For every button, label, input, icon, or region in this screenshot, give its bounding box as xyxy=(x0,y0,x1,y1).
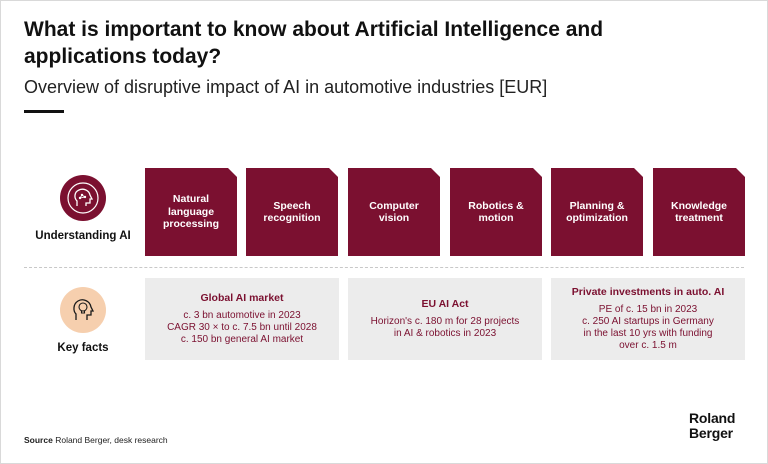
fact-title: Global AI market xyxy=(200,292,284,304)
tile-speech-recognition: Speech recognition xyxy=(246,168,338,256)
tile-computer-vision: Computer vision xyxy=(348,168,440,256)
title-underline xyxy=(24,110,64,113)
tile-planning-optimization: Planning & optimization xyxy=(551,168,643,256)
fact-line: c. 3 bn automotive in 2023 xyxy=(183,310,301,321)
fact-line: CAGR 30 × to c. 7.5 bn until 2028 xyxy=(167,322,317,333)
fact-card-private-investments: Private investments in auto. AI PE of c.… xyxy=(551,278,745,360)
fact-line: in AI & robotics in 2023 xyxy=(393,328,497,339)
logo-line-2: Berger xyxy=(689,425,733,441)
fact-line: PE of c. 15 bn in 2023 xyxy=(598,304,698,315)
tile-knowledge-treatment: Knowledge treatment xyxy=(653,168,745,256)
lightbulb-head-icon xyxy=(60,287,106,333)
row-label-understanding-ai: Understanding AI xyxy=(35,230,131,242)
fact-title: EU AI Act xyxy=(421,298,469,310)
fact-card-eu-ai-act: EU AI Act Horizon's c. 180 m for 28 proj… xyxy=(348,278,542,360)
fact-line: over c. 1.5 m xyxy=(619,340,677,351)
fact-line: c. 250 AI startups in Germany xyxy=(582,316,714,327)
row-label-key-facts: Key facts xyxy=(57,342,109,354)
roland-berger-logo: Roland Berger xyxy=(689,411,735,441)
tile-robotics-motion: Robotics & motion xyxy=(450,168,542,256)
row-divider xyxy=(24,267,744,268)
fact-line: Horizon's c. 180 m for 28 projects xyxy=(370,316,520,327)
tile-natural-language-processing: Natural language processing xyxy=(145,168,237,256)
page-subtitle: Overview of disruptive impact of AI in a… xyxy=(24,77,548,97)
source-text: Roland Berger, desk research xyxy=(55,435,168,445)
source-note: Source Roland Berger, desk research xyxy=(24,435,168,445)
source-label: Source xyxy=(24,435,53,445)
ai-head-icon xyxy=(60,175,106,221)
fact-card-global-ai-market: Global AI market c. 3 bn automotive in 2… xyxy=(145,278,339,360)
fact-line: c. 150 bn general AI market xyxy=(180,334,304,345)
fact-title: Private investments in auto. AI xyxy=(571,286,725,298)
logo-line-1: Roland xyxy=(689,410,736,426)
page-title: What is important to know about Artifici… xyxy=(24,18,604,68)
fact-line: in the last 10 yrs with funding xyxy=(583,328,713,339)
